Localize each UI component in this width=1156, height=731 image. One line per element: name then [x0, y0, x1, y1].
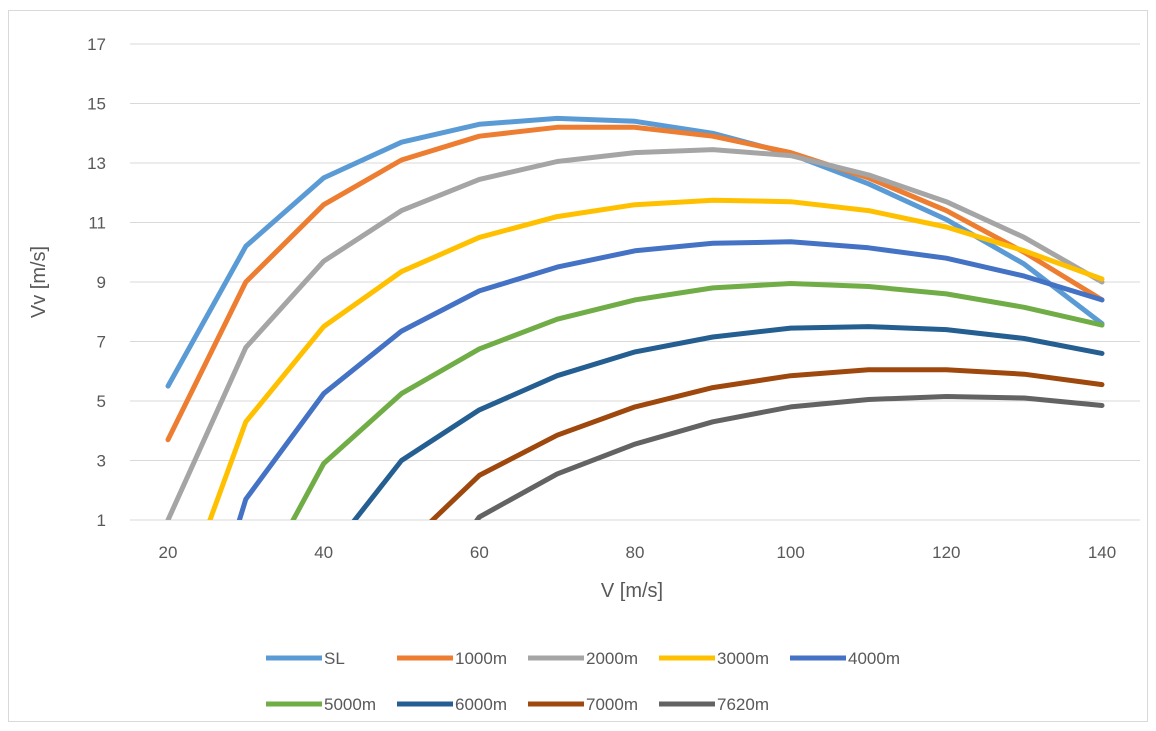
x-tick-label: 100	[776, 543, 804, 562]
series-line-7000m	[429, 367, 1105, 520]
y-tick-label: 15	[87, 95, 106, 114]
series-line-2000m	[165, 147, 1105, 520]
series-line-4000m	[236, 239, 1105, 520]
series-line-5000m	[290, 281, 1105, 520]
series-line-3000m	[207, 197, 1105, 520]
legend-label: 2000m	[586, 649, 638, 668]
legend-label: 7620m	[717, 695, 769, 714]
x-tick-label: 140	[1088, 543, 1116, 562]
x-tick-label: 60	[470, 543, 489, 562]
y-tick-label: 5	[97, 392, 106, 411]
series-lines	[165, 115, 1105, 520]
y-tick-label: 3	[97, 452, 106, 471]
x-tick-label: 120	[932, 543, 960, 562]
legend-label: SL	[324, 649, 345, 668]
legend-label: 4000m	[848, 649, 900, 668]
x-tick-label: 80	[626, 543, 645, 562]
y-axis-title: Vv [m/s]	[28, 246, 50, 318]
series-line-1000m	[165, 124, 1105, 443]
y-tick-label: 9	[97, 273, 106, 292]
legend: SL 1000m 2000m 3000m 4000m 5000m 6000m 7000m 762…	[266, 649, 900, 714]
legend-label: 1000m	[455, 649, 507, 668]
y-tick-label: 11	[88, 214, 106, 233]
x-tick-label: 20	[159, 543, 178, 562]
y-tick-label: 17	[87, 35, 106, 54]
y-tick-label: 1	[97, 511, 106, 530]
x-tick-label: 40	[314, 543, 333, 562]
legend-label: 7000m	[586, 695, 638, 714]
legend-label: 5000m	[324, 695, 376, 714]
legend-label: 6000m	[455, 695, 507, 714]
series-line-SL	[165, 115, 1105, 389]
y-tick-label: 7	[97, 333, 106, 352]
legend-label: 3000m	[717, 649, 769, 668]
x-axis-title: V [m/s]	[601, 580, 663, 602]
series-line-6000m	[351, 324, 1105, 520]
series-line-7620m	[474, 394, 1105, 520]
y-tick-label: 13	[87, 154, 106, 173]
